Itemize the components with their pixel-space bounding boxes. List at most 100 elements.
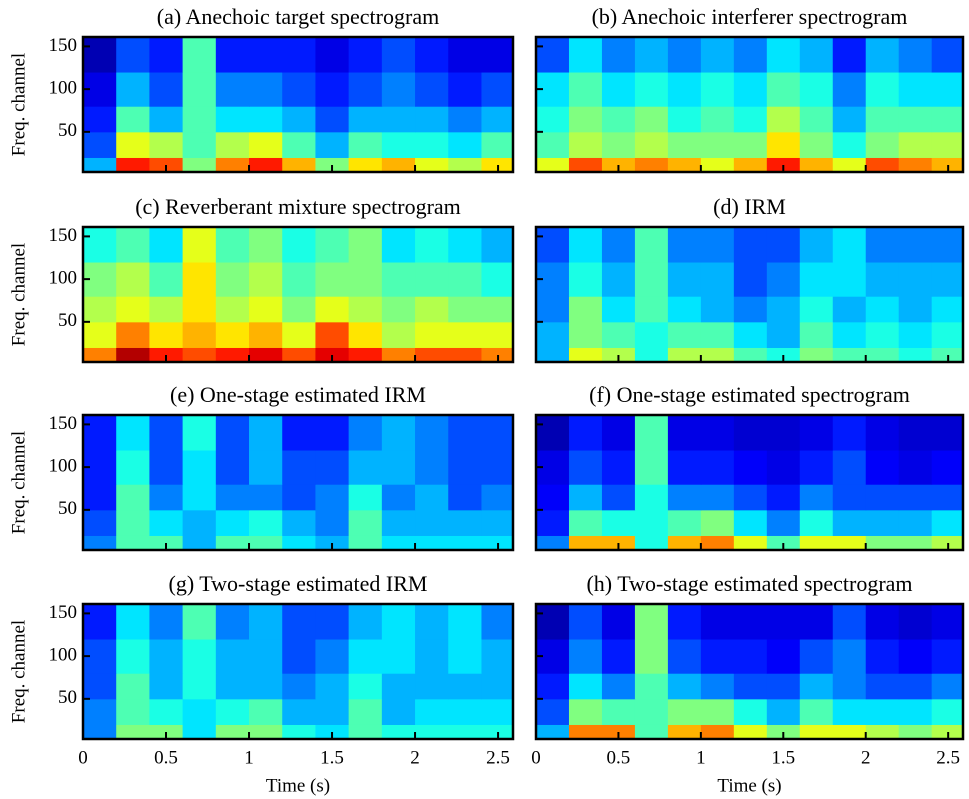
heat-cell xyxy=(215,106,250,133)
heat-cell xyxy=(215,724,250,740)
heat-cell xyxy=(799,321,834,348)
heat-cell xyxy=(448,72,482,107)
heat-cell xyxy=(832,484,867,511)
heat-cell xyxy=(415,37,449,73)
heat-cell xyxy=(215,535,250,551)
heat-cell xyxy=(348,673,383,700)
heat-cell xyxy=(700,227,735,263)
heat-cell xyxy=(766,604,801,640)
heat-cell xyxy=(568,509,603,536)
heat-cell xyxy=(865,724,900,740)
heat-cell xyxy=(415,72,449,107)
heat-cell xyxy=(348,509,383,536)
heat-cell xyxy=(832,535,867,551)
x-tick-label: 1 xyxy=(696,747,706,768)
heat-cell xyxy=(799,37,834,73)
heat-cell xyxy=(282,296,316,323)
heat-cell xyxy=(601,296,636,323)
heat-cell xyxy=(282,639,316,674)
axes-frame xyxy=(534,225,965,364)
heat-cell xyxy=(700,673,735,700)
heat-cell xyxy=(116,347,150,363)
heat-cell xyxy=(381,72,416,107)
heat-cell xyxy=(182,227,217,263)
heat-cell xyxy=(448,673,482,700)
heat-cell xyxy=(348,604,383,640)
heat-cell xyxy=(865,106,900,133)
panel-title: (f) One-stage estimated spectrogram xyxy=(589,382,910,407)
heat-cell xyxy=(536,347,570,363)
heat-cell xyxy=(799,509,834,536)
heat-cell xyxy=(634,157,669,173)
heat-cell xyxy=(116,321,150,348)
heat-cell xyxy=(898,72,933,107)
heat-cell xyxy=(415,673,449,700)
heat-cell xyxy=(149,604,184,640)
heat-cell xyxy=(282,484,316,511)
heat-cell xyxy=(700,347,735,363)
x-tick-label: 0.5 xyxy=(607,747,631,768)
heat-cell xyxy=(898,698,933,725)
heat-cell xyxy=(799,296,834,323)
heat-cell xyxy=(733,604,768,640)
heat-cell xyxy=(931,157,964,173)
heat-cell xyxy=(481,724,514,740)
heat-cell xyxy=(601,484,636,511)
heat-cell xyxy=(315,484,350,511)
heat-cell xyxy=(83,535,117,551)
heat-cell xyxy=(348,72,383,107)
y-tick-label: 50 xyxy=(58,687,77,708)
heat-cell xyxy=(601,227,636,263)
heat-cell xyxy=(667,415,702,451)
heat-cell xyxy=(733,639,768,674)
heat-cell xyxy=(282,227,316,263)
heat-cell xyxy=(481,509,514,536)
heat-cell xyxy=(832,724,867,740)
heat-cell xyxy=(348,321,383,348)
heat-cell xyxy=(931,673,964,700)
heat-cell xyxy=(832,698,867,725)
heat-cell xyxy=(149,724,184,740)
heat-cell xyxy=(667,296,702,323)
heat-cell xyxy=(766,450,801,485)
heat-cell xyxy=(667,484,702,511)
heat-cell xyxy=(249,639,283,674)
heat-cell xyxy=(249,227,283,263)
heat-cell xyxy=(601,639,636,674)
y-tick-label: 100 xyxy=(49,267,78,288)
heat-cell xyxy=(536,673,570,700)
heat-cell xyxy=(315,450,350,485)
heat-cell xyxy=(733,131,768,158)
heat-cell xyxy=(865,509,900,536)
heat-cell xyxy=(799,157,834,173)
heat-cell xyxy=(249,724,283,740)
heat-cell xyxy=(481,673,514,700)
heat-cell xyxy=(568,484,603,511)
heat-cell xyxy=(249,415,283,451)
heat-cell xyxy=(249,450,283,485)
heat-cell xyxy=(898,450,933,485)
heat-cell xyxy=(536,724,570,740)
heat-cell xyxy=(536,37,570,73)
heat-cell xyxy=(381,347,416,363)
heat-cell xyxy=(634,106,669,133)
heat-cell xyxy=(601,37,636,73)
heat-cell xyxy=(733,227,768,263)
heat-cell xyxy=(667,450,702,485)
heat-cell xyxy=(700,296,735,323)
heat-cell xyxy=(282,37,316,73)
heat-cell xyxy=(83,347,117,363)
heat-cell xyxy=(931,37,964,73)
heat-cell xyxy=(700,321,735,348)
heat-cell xyxy=(83,321,117,348)
heat-cell xyxy=(415,484,449,511)
panel-title: (h) Two-stage estimated spectrogram xyxy=(586,571,912,596)
heat-cell xyxy=(766,673,801,700)
heat-cell xyxy=(315,131,350,158)
heat-cell xyxy=(634,698,669,725)
heat-cell xyxy=(182,296,217,323)
heat-cell xyxy=(381,227,416,263)
heat-cell xyxy=(448,639,482,674)
heat-cell xyxy=(536,106,570,133)
heat-cell xyxy=(448,415,482,451)
